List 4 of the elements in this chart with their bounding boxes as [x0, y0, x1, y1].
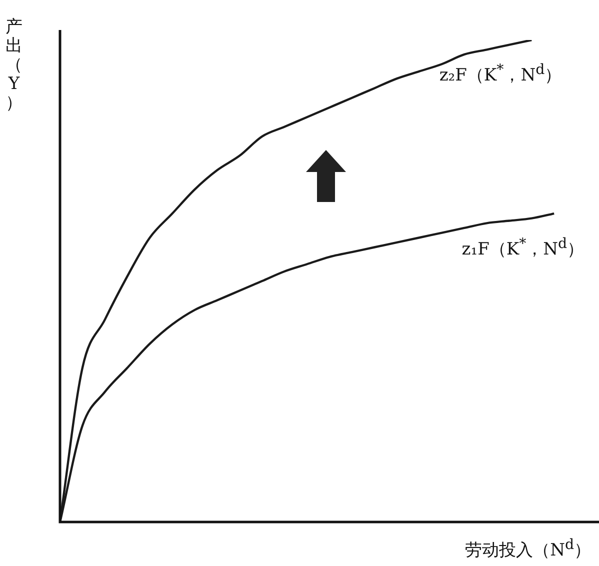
- y-axis-title: 产出（Y）: [4, 17, 24, 113]
- series-label: z₂F（K$^{*}$，N$^{d}$）: [439, 62, 562, 87]
- series-label: z₁F（K$^{*}$，N$^{d}$）: [462, 236, 584, 260]
- x-axis-title: 劳动投入（N$^{d}$）: [465, 537, 591, 562]
